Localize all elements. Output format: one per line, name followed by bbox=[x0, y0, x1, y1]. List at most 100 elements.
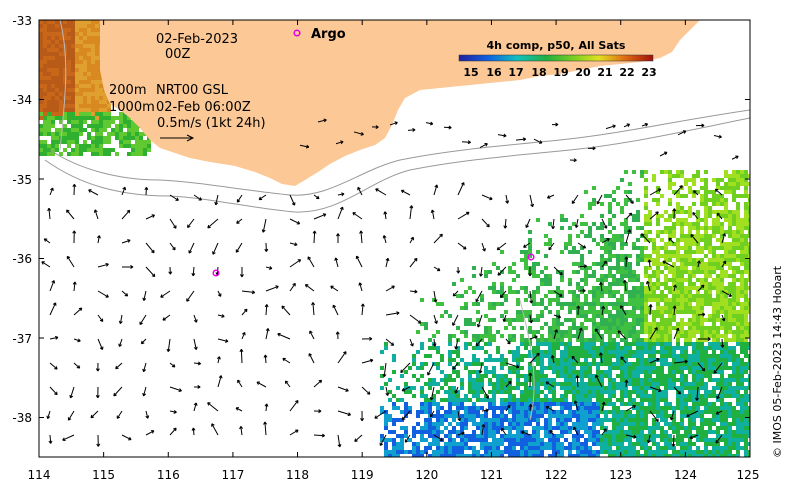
sst-pixel bbox=[684, 342, 688, 346]
sst-pixel bbox=[560, 338, 564, 342]
sst-pixel bbox=[672, 242, 676, 246]
sst-pixel bbox=[59, 68, 63, 72]
sst-pixel bbox=[476, 426, 480, 430]
sst-pixel bbox=[700, 186, 704, 190]
sst-pixel bbox=[740, 422, 744, 426]
sst-pixel bbox=[524, 250, 528, 254]
sst-pixel bbox=[704, 382, 708, 386]
sst-pixel bbox=[87, 64, 91, 68]
sst-pixel bbox=[588, 346, 592, 350]
sst-pixel bbox=[616, 282, 620, 286]
current-vector bbox=[188, 242, 195, 254]
current-vector bbox=[577, 327, 583, 340]
sst-pixel bbox=[39, 36, 43, 40]
sst-pixel bbox=[516, 314, 520, 318]
current-vector bbox=[289, 259, 302, 268]
sst-pixel bbox=[468, 382, 472, 386]
current-vector bbox=[430, 209, 435, 220]
sst-pixel bbox=[740, 378, 744, 382]
sst-pixel bbox=[588, 362, 592, 366]
sst-pixel bbox=[696, 398, 700, 402]
sst-pixel bbox=[712, 390, 716, 394]
sst-pixel bbox=[568, 402, 572, 406]
sst-pixel bbox=[712, 302, 716, 306]
sst-pixel bbox=[472, 362, 476, 366]
sst-pixel bbox=[632, 326, 636, 330]
sst-pixel bbox=[512, 422, 516, 426]
sst-pixel bbox=[592, 326, 596, 330]
sst-pixel bbox=[420, 454, 424, 457]
sst-pixel bbox=[632, 350, 636, 354]
sst-pixel bbox=[95, 132, 99, 136]
sst-pixel bbox=[680, 222, 684, 226]
sst-pixel bbox=[744, 434, 748, 438]
sst-pixel bbox=[624, 198, 628, 202]
sst-pixel bbox=[492, 306, 496, 310]
sst-pixel bbox=[396, 386, 400, 390]
sst-pixel bbox=[672, 190, 676, 194]
sst-pixel bbox=[740, 350, 744, 354]
current-vector bbox=[73, 338, 81, 343]
sst-pixel bbox=[468, 390, 472, 394]
sst-pixel bbox=[55, 144, 59, 148]
sst-pixel bbox=[472, 422, 476, 426]
sst-pixel bbox=[540, 426, 544, 430]
sst-pixel bbox=[656, 302, 660, 306]
sst-pixel bbox=[500, 334, 504, 338]
sst-pixel bbox=[692, 366, 696, 370]
sst-pixel bbox=[75, 60, 79, 64]
sst-pixel bbox=[732, 294, 736, 298]
sst-pixel bbox=[604, 418, 608, 422]
sst-pixel bbox=[564, 438, 568, 442]
sst-pixel bbox=[688, 298, 692, 302]
current-vector bbox=[49, 302, 57, 316]
sst-pixel bbox=[55, 136, 59, 140]
sst-pixel bbox=[676, 358, 680, 362]
sst-pixel bbox=[580, 402, 584, 406]
argo-float-marker[interactable] bbox=[527, 253, 535, 261]
sst-pixel bbox=[648, 374, 652, 378]
sst-pixel bbox=[492, 398, 496, 402]
sst-pixel bbox=[496, 266, 500, 270]
sst-pixel bbox=[608, 434, 612, 438]
sst-pixel bbox=[624, 222, 628, 226]
sst-pixel bbox=[732, 378, 736, 382]
sst-pixel bbox=[740, 386, 744, 390]
sst-pixel bbox=[528, 230, 532, 234]
current-vector bbox=[169, 218, 177, 229]
sst-pixel bbox=[704, 246, 708, 250]
sst-pixel bbox=[568, 366, 572, 370]
current-vector bbox=[720, 338, 725, 348]
sst-pixel bbox=[724, 210, 728, 214]
sst-pixel bbox=[612, 402, 616, 406]
sst-pixel bbox=[572, 262, 576, 266]
sst-pixel bbox=[660, 194, 664, 198]
sst-pixel bbox=[107, 100, 111, 104]
sst-pixel bbox=[700, 434, 704, 438]
sst-pixel bbox=[444, 410, 448, 414]
sst-pixel bbox=[712, 406, 716, 410]
sst-pixel bbox=[652, 282, 656, 286]
sst-pixel bbox=[636, 322, 640, 326]
sst-pixel bbox=[676, 398, 680, 402]
sst-pixel bbox=[43, 104, 47, 108]
sst-pixel bbox=[652, 338, 656, 342]
sst-pixel bbox=[584, 362, 588, 366]
sst-pixel bbox=[616, 314, 620, 318]
sst-pixel bbox=[544, 422, 548, 426]
current-vector bbox=[235, 242, 243, 253]
sst-pixel bbox=[480, 346, 484, 350]
sst-pixel bbox=[588, 318, 592, 322]
argo-float-marker[interactable] bbox=[212, 269, 220, 277]
sst-pixel bbox=[83, 48, 87, 52]
sst-pixel bbox=[728, 266, 732, 270]
sst-pixel bbox=[716, 334, 720, 338]
current-vector bbox=[669, 410, 675, 421]
sst-pixel bbox=[464, 446, 468, 450]
sst-pixel bbox=[592, 270, 596, 274]
sst-pixel bbox=[111, 120, 115, 124]
sst-pixel bbox=[480, 334, 484, 338]
sst-pixel bbox=[684, 394, 688, 398]
sst-pixel bbox=[660, 290, 664, 294]
sst-pixel bbox=[612, 282, 616, 286]
